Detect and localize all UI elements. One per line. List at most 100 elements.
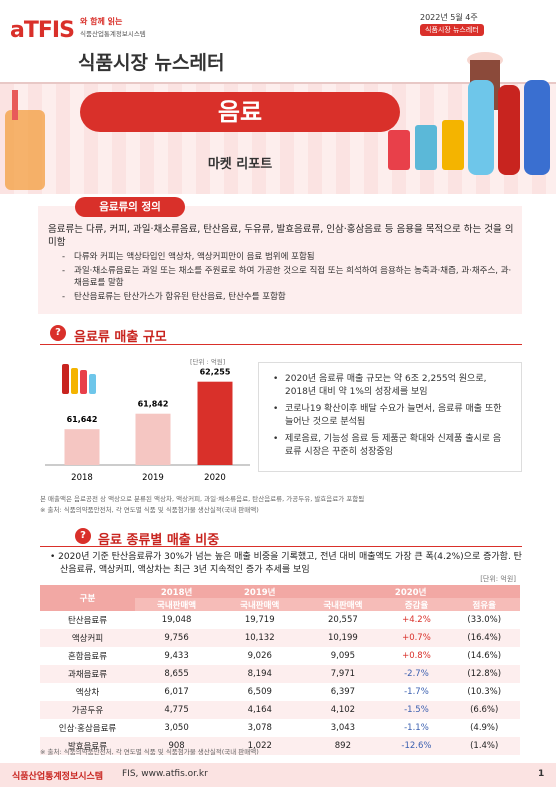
- footer-site: FIS, www.atfis.or.kr: [122, 769, 208, 779]
- logo-sub: 와 함께 읽는: [80, 17, 123, 26]
- table-cell: 4,775: [164, 705, 189, 715]
- unit: [단위 : 억원]: [190, 357, 225, 366]
- header-row: 국내판매액 국내판매액 국내판매액 증감율 점유율: [40, 598, 520, 611]
- header-cell: 2018년: [135, 585, 219, 598]
- table-cell: 액상커피: [71, 634, 104, 644]
- definition-list: - 다류와 커피는 액상타입인 액상차, 액상커피만이 음료 범위에 포함됨 - 과일…: [62, 251, 512, 305]
- table-cell: +0.7%: [402, 633, 431, 643]
- table-cell: 8,194: [247, 669, 272, 679]
- table-cell: 6,397: [330, 687, 356, 697]
- item-text: 탄산음료류는 탄산가스가 함유된 탄산음료, 탄산수를 포함함: [74, 292, 286, 302]
- definition-box: [38, 206, 522, 314]
- section-icon: ?: [75, 528, 91, 544]
- table-cell: 7,971: [330, 669, 356, 679]
- logo: aTFIS: [10, 18, 75, 43]
- table-cell: 892: [334, 741, 351, 751]
- table-row: 과채음료류 8,655 8,194 7,971 -2.7% (12.8%): [40, 665, 520, 683]
- definition-item: - 다류와 커피는 액상타입인 액상차, 액상커피만이 음료 범위에 포함됨: [62, 251, 512, 263]
- table-cell: 4,102: [330, 705, 356, 715]
- section-title: 음료류 매출 규모: [74, 330, 167, 345]
- newsletter-title: 식품시장 뉴스레터: [78, 52, 225, 74]
- table-cell: 10,199: [328, 633, 358, 643]
- definition-item: - 탄산음료류는 탄산가스가 함유된 탄산음료, 탄산수를 포함함: [62, 291, 512, 303]
- table-row: 탄산음료류 19,048 19,719 20,557 +4.2% (33.0%): [40, 611, 520, 629]
- table-cell: 19,719: [244, 615, 275, 625]
- data-label: 62,255: [200, 368, 231, 377]
- header-cell: 국내판매액: [135, 598, 219, 611]
- header-row: 구분 2018년 2019년 2020년: [40, 585, 520, 611]
- table-row: 액상차 6,017 6,509 6,397 -1.7% (10.3%): [40, 683, 520, 701]
- table-cell: 액상차: [75, 688, 100, 698]
- table-cell: 8,655: [164, 669, 189, 679]
- table-cell: -2.7%: [404, 669, 429, 679]
- table-cell: 6,017: [164, 687, 189, 697]
- table-cell: 과채음료류: [67, 670, 108, 680]
- sales-chart: [단위 : 억원] 61,642 2018 61,842 2019 62,255 2020: [45, 357, 250, 483]
- x-tick-label: 2019: [142, 473, 164, 483]
- table-cell: 3,078: [247, 723, 272, 733]
- table-cell: 1,022: [247, 741, 272, 751]
- table-row: 발효음료류 908 1,022 892 -12.6% (1.4%): [40, 737, 520, 755]
- bar: [135, 413, 171, 465]
- dot: •: [273, 374, 279, 384]
- item-text: 코로나19 확산이후 배달 수요가 늘면서, 음료류 매출 또한 늘어난 것으로…: [285, 404, 502, 427]
- share-bullet: • 2020년 기준 탄산음료류가 30%가 넘는 높은 매출 비중을 기록했고…: [50, 552, 522, 575]
- data-label: 61,842: [138, 400, 169, 409]
- dash: -: [62, 252, 66, 262]
- table-cell: 가공두유: [71, 706, 104, 716]
- table-cell: 908: [168, 741, 185, 751]
- table-cell: (1.4%): [470, 741, 499, 751]
- table-cell: 10,132: [244, 633, 275, 643]
- banner-subtitle: 마켓 리포트: [207, 157, 273, 172]
- logo-sub: 식품산업통계정보시스템: [80, 30, 146, 38]
- table-cell: 인삼·홍삼음료류: [58, 724, 117, 734]
- header-cell: 2020년: [301, 585, 520, 598]
- header-cell: 국내판매액: [218, 598, 302, 611]
- sales-item: • 제로음료, 기능성 음료 등 제품군 확대와 신제품 출시로 음료류 시장은 …: [273, 433, 509, 459]
- share-table: 구분 2018년 2019년 2020년 국내판매액 국내판매액 국내판매액 증감율 점유율 탄산…: [40, 585, 520, 755]
- dash: -: [62, 266, 66, 276]
- bar: [64, 429, 100, 465]
- header-cell: 점유율: [448, 598, 520, 611]
- table-cell: +0.8%: [402, 651, 431, 661]
- banner-title: 음료: [80, 92, 400, 132]
- table-row: 혼합음료류 9,433 9,026 9,095 +0.8% (14.6%): [40, 647, 520, 665]
- sales-list: • 2020년 음료류 매출 규모는 약 6조 2,255억 원으로, 2018년…: [273, 373, 509, 463]
- table-cell: +4.2%: [402, 615, 431, 625]
- sales-item: • 2020년 음료류 매출 규모는 약 6조 2,255억 원으로, 2018년…: [273, 373, 509, 399]
- sales-item: • 코로나19 확산이후 배달 수요가 늘면서, 음료류 매출 또한 늘어난 것으…: [273, 403, 509, 429]
- header-cell: 국내판매액: [301, 598, 385, 611]
- table-cell: 발효음료류: [67, 742, 108, 752]
- note: ※ 출처: 식품의약품안전처, 각 연도별 식품 및 식품첨가물 생산실적(국내…: [40, 506, 259, 514]
- divider: [0, 82, 556, 84]
- item-text: 과일·채소류음료는 과일 또는 채소를 주원료로 하여 가공한 것으로 직접 또…: [74, 266, 512, 288]
- x-tick-label: 2020: [204, 473, 226, 483]
- illustration: [5, 52, 550, 190]
- table-cell: (33.0%): [467, 615, 502, 625]
- header-cell: 2019년: [218, 585, 302, 598]
- item-text: 다류와 커피는 액상타입인 액상차, 액상커피만이 음료 범위에 포함됨: [74, 252, 315, 262]
- section-title: 음료 종류별 매출 비중: [98, 533, 220, 548]
- table-cell: -1.1%: [404, 723, 429, 733]
- table-cell: (10.3%): [467, 687, 502, 697]
- section-line: [40, 546, 522, 547]
- data-label: 61,642: [67, 415, 98, 424]
- table-cell: -12.6%: [401, 741, 432, 751]
- unit: [단위: 억원]: [480, 575, 516, 583]
- table-row: 가공두유 4,775 4,164 4,102 -1.5% (6.6%): [40, 701, 520, 719]
- table-row: 액상커피 9,756 10,132 10,199 +0.7% (16.4%): [40, 629, 520, 647]
- x-tick-label: 2018: [71, 473, 93, 483]
- dot: •: [273, 434, 279, 444]
- table-cell: 19,048: [161, 615, 192, 625]
- footer-org: 식품산업통계정보시스템: [12, 772, 104, 782]
- table-cell: 6,509: [247, 687, 272, 697]
- table-cell: 4,164: [247, 705, 272, 715]
- page-number: 1: [538, 769, 545, 779]
- badge: 식품시장 뉴스레터: [420, 24, 484, 36]
- item-text: 제로음료, 기능성 음료 등 제품군 확대와 신제품 출시로 음료류 시장은 꾸…: [285, 434, 502, 457]
- table-cell: 20,557: [328, 615, 358, 625]
- table-cell: 9,756: [164, 633, 189, 643]
- table-cell: -1.5%: [404, 705, 429, 715]
- issue-date: 2022년 5월 4주: [420, 13, 478, 22]
